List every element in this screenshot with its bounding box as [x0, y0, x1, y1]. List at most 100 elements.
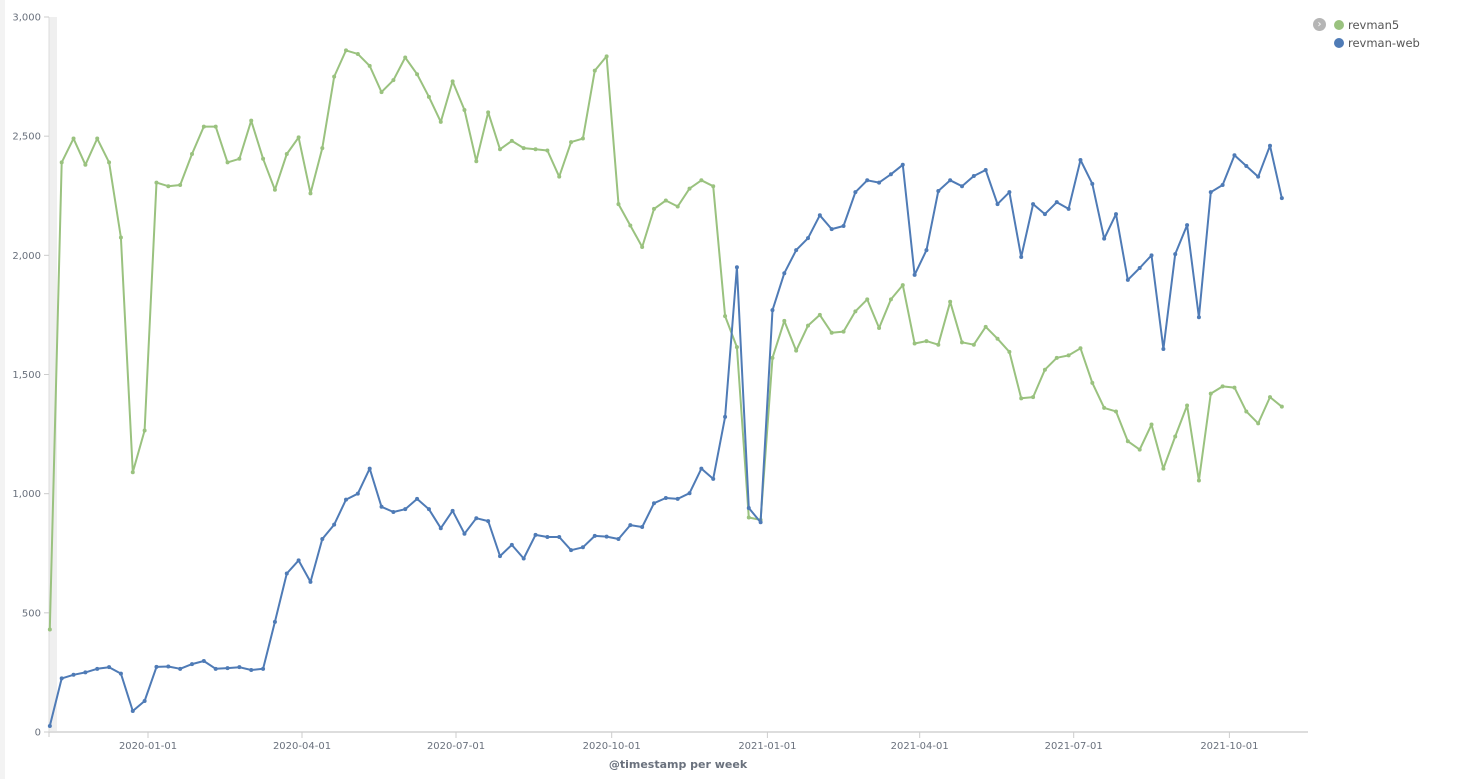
legend-label: revman5: [1348, 18, 1400, 32]
data-point-revman-web: [1149, 253, 1154, 258]
data-point-revman-web: [1244, 163, 1249, 168]
data-point-revman-web: [960, 184, 964, 189]
data-point-revman5: [711, 184, 716, 189]
data-point-revman-web: [995, 202, 1000, 207]
data-point-revman5: [1256, 421, 1261, 426]
data-point-revman-web: [628, 523, 633, 528]
data-point-revman5: [1137, 447, 1142, 452]
x-axis-label: @timestamp per week: [609, 758, 748, 771]
data-point-revman-web: [415, 496, 420, 501]
data-point-revman-web: [699, 466, 704, 471]
data-point-revman5: [249, 118, 254, 123]
data-point-revman5: [1279, 404, 1284, 409]
data-point-revman-web: [687, 491, 692, 496]
x-tick-label: 2021-07-01: [1045, 741, 1103, 752]
data-point-revman-web: [225, 666, 230, 671]
y-tick-label: 3,000: [12, 13, 41, 24]
data-point-revman-web: [723, 414, 728, 419]
data-point-revman5: [379, 90, 384, 95]
data-point-revman-web: [1078, 158, 1083, 162]
data-point-revman-web: [1185, 223, 1190, 228]
data-point-revman5: [225, 160, 230, 165]
data-point-revman5: [308, 191, 313, 196]
data-point-revman5: [1232, 385, 1237, 390]
data-point-revman-web: [841, 224, 846, 229]
data-point-revman5: [462, 107, 467, 112]
data-point-revman-web: [1173, 252, 1178, 257]
data-point-revman5: [1208, 391, 1213, 396]
data-point-revman-web: [663, 495, 668, 500]
series-layer: [47, 48, 1284, 729]
data-point-revman5: [107, 160, 112, 165]
data-point-revman5: [865, 297, 870, 302]
data-point-revman5: [675, 204, 680, 209]
data-point-revman5: [794, 348, 799, 353]
y-tick-label: 1,000: [12, 489, 41, 500]
data-point-revman5: [332, 74, 337, 79]
data-point-revman5: [237, 156, 242, 161]
legend-item-revman-web[interactable]: revman-web: [1334, 34, 1420, 52]
data-point-revman-web: [367, 466, 372, 471]
data-point-revman5: [971, 342, 976, 347]
data-point-revman5: [83, 162, 88, 167]
data-point-revman-web: [545, 535, 550, 540]
data-point-revman-web: [1220, 183, 1225, 188]
data-point-revman-web: [201, 658, 206, 663]
data-point-revman5: [533, 147, 538, 152]
data-point-revman-web: [486, 519, 491, 524]
data-point-revman5: [450, 79, 455, 84]
data-point-revman-web: [379, 504, 384, 509]
data-point-revman-web: [261, 666, 266, 671]
data-point-revman5: [924, 339, 929, 344]
data-point-revman-web: [640, 525, 645, 530]
data-point-revman5: [841, 329, 846, 334]
data-point-revman-web: [474, 516, 479, 521]
data-point-revman-web: [95, 666, 100, 671]
data-point-revman-web: [1090, 181, 1095, 186]
series-revman5: [47, 48, 1284, 632]
legend-color-dot: [1334, 20, 1344, 30]
data-point-revman5: [770, 355, 775, 360]
data-point-revman-web: [438, 526, 443, 531]
data-point-revman-web: [782, 271, 787, 276]
data-point-revman-web: [355, 491, 360, 496]
data-point-revman5: [190, 152, 194, 157]
data-point-revman-web: [829, 227, 834, 232]
data-point-revman-web: [1161, 346, 1166, 351]
x-tick-label: 2021-04-01: [891, 741, 949, 752]
data-point-revman5: [426, 94, 431, 99]
data-point-revman5: [948, 299, 953, 304]
data-point-revman-web: [498, 554, 502, 559]
legend-item-revman5[interactable]: revman5: [1334, 16, 1420, 34]
data-point-revman5: [59, 160, 64, 165]
data-point-revman5: [391, 78, 396, 83]
data-point-revman5: [1161, 466, 1166, 471]
data-point-revman5: [806, 323, 810, 328]
data-point-revman5: [912, 341, 917, 346]
data-point-revman-web: [924, 248, 929, 253]
data-point-revman5: [166, 184, 171, 189]
data-point-revman5: [900, 283, 905, 288]
data-point-revman5: [355, 51, 360, 56]
data-point-revman-web: [1031, 202, 1036, 207]
data-point-revman5: [1244, 409, 1249, 414]
x-tick-label: 2020-07-01: [427, 741, 485, 752]
data-point-revman5: [367, 63, 372, 68]
data-point-revman5: [699, 178, 704, 183]
x-tick-label: 2020-01-01: [119, 741, 177, 752]
data-point-revman-web: [521, 556, 526, 561]
data-point-revman5: [1102, 405, 1107, 410]
data-point-revman5: [213, 124, 218, 129]
data-point-revman5: [1090, 380, 1095, 385]
data-point-revman-web: [190, 662, 194, 667]
data-point-revman-web: [865, 178, 870, 183]
data-point-revman-web: [1232, 153, 1237, 158]
data-point-revman5: [782, 318, 787, 323]
x-tick-label: 2021-10-01: [1200, 741, 1258, 752]
data-point-revman5: [888, 297, 893, 302]
chevron-right-circle-icon[interactable]: ›: [1313, 18, 1326, 31]
data-point-revman-web: [817, 213, 822, 218]
data-point-revman-web: [936, 188, 941, 193]
data-point-revman-web: [509, 542, 514, 547]
data-point-revman5: [47, 627, 52, 632]
